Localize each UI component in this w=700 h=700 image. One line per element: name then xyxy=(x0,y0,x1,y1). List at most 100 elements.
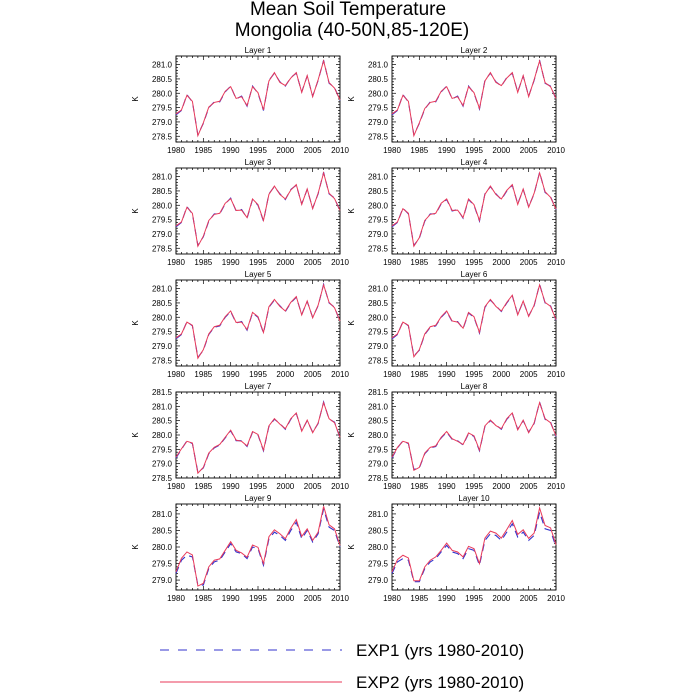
x-tick-label: 1985 xyxy=(194,594,212,603)
y-tick-label: 280.5 xyxy=(368,75,389,84)
y-tick-label: 280.0 xyxy=(152,89,173,98)
x-tick-label: 1985 xyxy=(194,146,212,155)
x-tick-label: 2005 xyxy=(520,146,538,155)
series-line-exp1 xyxy=(175,282,341,359)
x-tick-label: 2000 xyxy=(276,146,294,155)
y-axis-label: K xyxy=(131,544,140,550)
x-tick-label: 2010 xyxy=(331,258,349,267)
y-axis-label: K xyxy=(347,544,356,550)
x-tick-label: 2010 xyxy=(331,146,349,155)
y-tick-label: 279.0 xyxy=(152,460,173,469)
x-tick-label: 1990 xyxy=(222,482,240,491)
x-tick-label: 2010 xyxy=(547,258,565,267)
x-tick-label: 1990 xyxy=(438,370,456,379)
y-axis-label: K xyxy=(347,208,356,214)
y-tick-label: 280.5 xyxy=(152,299,173,308)
x-tick-label: 2010 xyxy=(331,370,349,379)
x-tick-label: 1995 xyxy=(465,482,483,491)
panel-6: Layer 6 1980 1985 1990 1995 2000 2005 2010 278.5… xyxy=(347,270,565,379)
x-tick-label: 2005 xyxy=(520,258,538,267)
y-axis-label: K xyxy=(347,96,356,102)
x-tick-label: 1990 xyxy=(438,594,456,603)
series-line-exp1 xyxy=(175,172,341,247)
y-tick-label: 279.5 xyxy=(368,328,389,337)
x-tick-label: 1995 xyxy=(249,594,267,603)
series-line-exp1 xyxy=(391,510,557,583)
y-tick-label: 281.0 xyxy=(368,173,389,182)
y-tick-label: 280.0 xyxy=(152,543,173,552)
y-tick-label: 279.5 xyxy=(152,445,173,454)
panel-title: Layer 9 xyxy=(245,494,272,503)
y-tick-label: 281.0 xyxy=(152,173,173,182)
x-tick-label: 1980 xyxy=(383,594,401,603)
y-tick-label: 279.5 xyxy=(152,328,173,337)
y-tick-label: 278.5 xyxy=(152,132,173,141)
y-tick-label: 281.5 xyxy=(368,388,389,397)
y-tick-label: 279.5 xyxy=(368,216,389,225)
y-tick-label: 280.0 xyxy=(368,89,389,98)
plot-frame xyxy=(391,391,557,479)
series-line-exp2 xyxy=(391,506,557,582)
x-tick-label: 2005 xyxy=(304,370,322,379)
y-tick-label: 281.0 xyxy=(368,402,389,411)
chart-subtitle: Mongolia (40-50N,85-120E) xyxy=(234,20,470,41)
x-tick-label: 1985 xyxy=(410,370,428,379)
series-line-exp2 xyxy=(391,283,557,359)
y-tick-label: 279.0 xyxy=(152,230,173,239)
y-tick-label: 280.5 xyxy=(368,417,389,426)
x-tick-label: 2005 xyxy=(304,258,322,267)
panel-title: Layer 8 xyxy=(461,382,488,391)
panel-title: Layer 2 xyxy=(461,46,488,55)
y-axis-label: K xyxy=(131,432,140,438)
x-tick-label: 1995 xyxy=(249,370,267,379)
x-tick-label: 2010 xyxy=(547,594,565,603)
y-tick-label: 279.0 xyxy=(152,576,173,585)
x-tick-label: 1980 xyxy=(167,594,185,603)
chart-title: Mean Soil Temperature xyxy=(249,0,447,20)
y-tick-label: 280.0 xyxy=(152,201,173,210)
x-tick-label: 1985 xyxy=(194,482,212,491)
panel-8: Layer 8 1980 1985 1990 1995 2000 2005 2010 278.5… xyxy=(347,382,565,491)
y-tick-label: 278.5 xyxy=(152,244,173,253)
series-line-exp2 xyxy=(391,400,557,472)
y-tick-label: 280.5 xyxy=(152,526,173,535)
x-tick-label: 1985 xyxy=(410,594,428,603)
x-tick-label: 2005 xyxy=(520,594,538,603)
series-line-exp1 xyxy=(391,170,557,247)
panel-2: Layer 2 1980 1985 1990 1995 2000 2005 2010 278.5… xyxy=(347,46,565,155)
x-tick-label: 2000 xyxy=(492,370,510,379)
y-tick-label: 280.5 xyxy=(152,75,173,84)
y-tick-label: 279.5 xyxy=(368,104,389,113)
x-tick-label: 1985 xyxy=(410,258,428,267)
x-tick-label: 2005 xyxy=(520,482,538,491)
y-tick-label: 280.0 xyxy=(152,313,173,322)
x-tick-label: 1980 xyxy=(383,370,401,379)
x-tick-label: 1985 xyxy=(194,258,212,267)
x-tick-label: 1980 xyxy=(167,146,185,155)
y-tick-label: 281.0 xyxy=(152,61,173,70)
y-tick-label: 278.5 xyxy=(152,356,173,365)
x-tick-label: 1995 xyxy=(249,482,267,491)
x-tick-label: 2000 xyxy=(492,594,510,603)
y-tick-label: 279.5 xyxy=(152,560,173,569)
series-line-exp1 xyxy=(175,400,341,474)
x-tick-label: 2000 xyxy=(276,594,294,603)
x-tick-label: 1990 xyxy=(222,258,240,267)
x-tick-label: 1985 xyxy=(410,146,428,155)
y-tick-label: 280.5 xyxy=(368,299,389,308)
y-tick-label: 281.0 xyxy=(368,285,389,294)
y-tick-label: 279.0 xyxy=(152,342,173,351)
x-tick-label: 2000 xyxy=(276,258,294,267)
panel-title: Layer 3 xyxy=(245,158,272,167)
x-tick-label: 1995 xyxy=(465,594,483,603)
y-tick-label: 280.0 xyxy=(368,201,389,210)
panel-1: Layer 1 1980 1985 1990 1995 2000 2005 2010 278.5… xyxy=(131,46,349,155)
y-tick-label: 279.0 xyxy=(152,118,173,127)
series-line-exp1 xyxy=(391,282,557,358)
series-line-exp2 xyxy=(175,170,341,248)
y-tick-label: 281.0 xyxy=(152,402,173,411)
x-tick-label: 1990 xyxy=(222,146,240,155)
panel-4: Layer 4 1980 1985 1990 1995 2000 2005 2010 278.5… xyxy=(347,158,565,267)
x-tick-label: 1995 xyxy=(249,146,267,155)
